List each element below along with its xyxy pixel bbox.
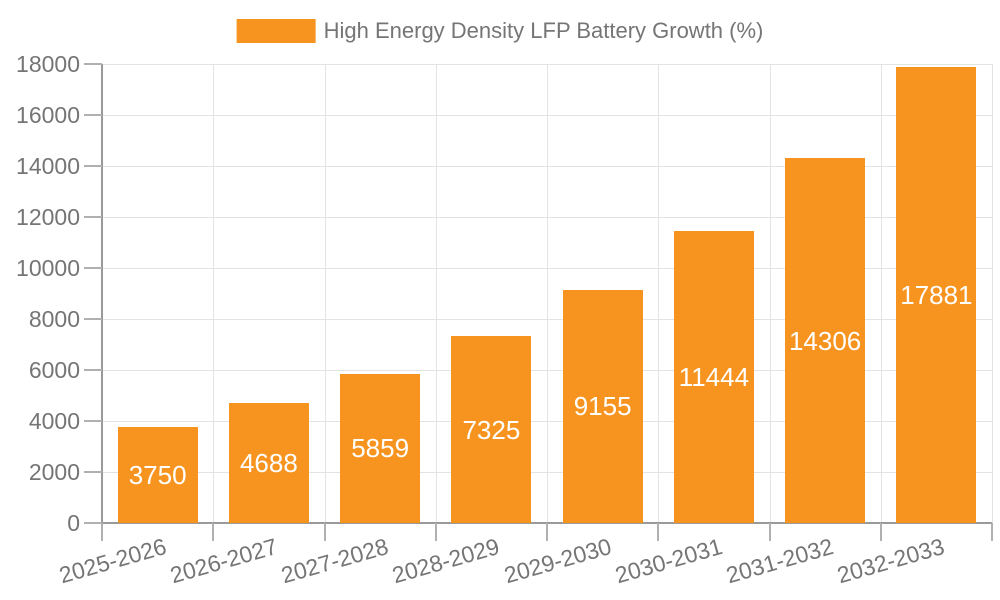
x-tick [768, 523, 771, 541]
x-tick-label: 2028-2029 [389, 533, 503, 589]
y-tick-label: 12000 [16, 204, 80, 230]
bar-value-label: 11444 [678, 362, 750, 393]
y-tick-label: 0 [67, 510, 80, 536]
bar[interactable] [562, 289, 643, 523]
bar[interactable] [117, 427, 198, 523]
y-axis-line [101, 64, 103, 523]
bar[interactable] [340, 373, 421, 523]
y-tick-label: 18000 [16, 51, 80, 77]
bar[interactable] [785, 158, 866, 523]
bar[interactable] [451, 336, 532, 523]
x-gridline [324, 64, 326, 523]
bar-value-label: 9155 [573, 391, 632, 422]
x-gridline [658, 64, 660, 523]
x-tick-label: 2027-2028 [278, 533, 392, 589]
x-tick-label: 2032-2033 [834, 533, 948, 589]
y-tick [84, 318, 102, 320]
y-tick-label: 4000 [28, 408, 80, 434]
bar-value-label: 14306 [788, 325, 862, 356]
x-tick-label: 2026-2027 [167, 533, 281, 589]
x-tick [879, 523, 882, 541]
x-tick [323, 523, 326, 541]
y-tick [84, 165, 102, 167]
x-tick [991, 523, 993, 541]
y-tick-label: 2000 [28, 459, 80, 485]
x-tick [101, 523, 103, 541]
x-tick [657, 523, 660, 541]
x-tick-label: 2030-2031 [612, 533, 726, 589]
bar-value-label: 3750 [128, 460, 187, 491]
x-gridline [769, 64, 771, 523]
bar-value-label: 17881 [900, 280, 973, 311]
bar[interactable] [228, 403, 309, 523]
y-tick [84, 471, 102, 473]
y-tick [84, 267, 102, 269]
x-gridline [547, 64, 548, 523]
y-tick [84, 216, 102, 218]
bar[interactable] [896, 67, 977, 523]
x-gridline [880, 64, 882, 523]
bar-value-label: 5859 [351, 433, 410, 464]
legend-swatch-icon [236, 19, 316, 43]
bar-value-label: 7325 [462, 414, 521, 445]
bar-value-label: 4688 [239, 448, 298, 479]
x-gridline [992, 64, 993, 523]
y-tick-label: 8000 [28, 306, 80, 332]
bar[interactable] [673, 231, 754, 523]
x-gridline [213, 64, 215, 523]
x-gridline [435, 64, 437, 523]
y-tick [84, 420, 102, 422]
y-tick-label: 6000 [28, 357, 80, 383]
y-tick-label: 14000 [16, 153, 80, 179]
x-tick-label: 2029-2030 [500, 533, 614, 589]
legend-item[interactable]: High Energy Density LFP Battery Growth (… [236, 18, 764, 44]
y-tick [84, 114, 102, 116]
x-tick [212, 523, 215, 541]
x-tick-label: 2025-2026 [55, 533, 169, 589]
x-tick [546, 523, 548, 541]
x-tick [434, 523, 437, 541]
legend-label: High Energy Density LFP Battery Growth (… [323, 18, 764, 43]
x-tick-label: 2031-2032 [723, 533, 837, 589]
y-tick-label: 16000 [16, 102, 80, 128]
y-tick [84, 522, 102, 524]
y-tick [84, 369, 102, 371]
y-tick [84, 63, 102, 65]
y-tick-label: 10000 [16, 255, 80, 281]
